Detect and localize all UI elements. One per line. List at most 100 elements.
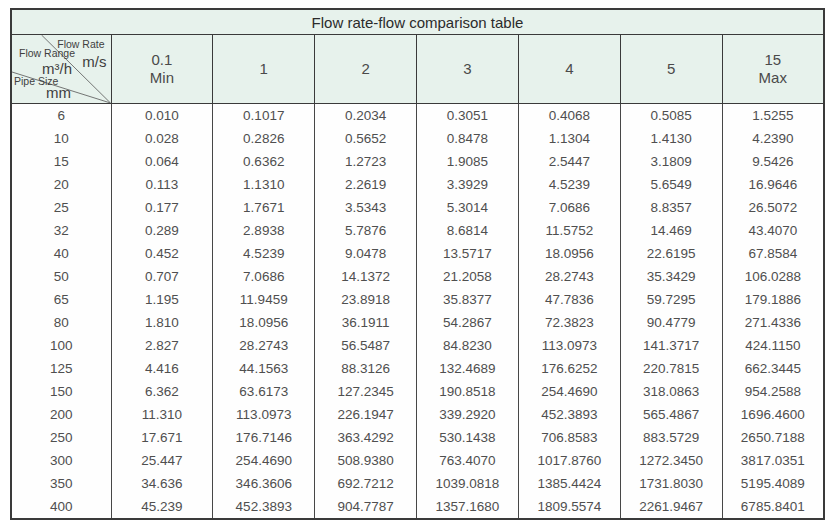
flow-value-cell: 179.1886 xyxy=(722,288,824,311)
table-row: 500.7077.068614.137221.205828.274335.342… xyxy=(11,265,824,288)
flow-value-cell: 9.5426 xyxy=(722,150,824,173)
flow-value-cell: 1731.8030 xyxy=(620,472,722,495)
flow-value-cell: 113.0973 xyxy=(213,403,315,426)
flow-value-cell: 56.5487 xyxy=(315,334,417,357)
flow-value-cell: 26.5072 xyxy=(722,196,824,219)
flow-value-cell: 72.3823 xyxy=(518,311,620,334)
flow-value-cell: 1809.5574 xyxy=(518,495,620,519)
table-row: 200.1131.13102.26193.39294.52395.654916.… xyxy=(11,173,824,196)
flow-value-cell: 0.2826 xyxy=(213,127,315,150)
flow-value-cell: 1.9085 xyxy=(417,150,519,173)
flow-value-cell: 28.2743 xyxy=(518,265,620,288)
flow-value-cell: 43.4070 xyxy=(722,219,824,242)
pipe-size-cell: 250 xyxy=(11,426,111,449)
flow-value-cell: 1.4130 xyxy=(620,127,722,150)
pipe-size-cell: 100 xyxy=(11,334,111,357)
flow-value-cell: 2.8938 xyxy=(213,219,315,242)
pipe-size-cell: 300 xyxy=(11,449,111,472)
flow-value-cell: 176.7146 xyxy=(213,426,315,449)
column-header: 0.1Min xyxy=(111,35,213,104)
pipe-size-cell: 6 xyxy=(11,104,111,128)
flow-value-cell: 4.416 xyxy=(111,357,213,380)
flow-value-cell: 67.8584 xyxy=(722,242,824,265)
flow-value-cell: 1357.1680 xyxy=(417,495,519,519)
pipe-size-cell: 65 xyxy=(11,288,111,311)
flow-value-cell: 16.9646 xyxy=(722,173,824,196)
column-header: 2 xyxy=(315,35,417,104)
flow-value-cell: 0.289 xyxy=(111,219,213,242)
flow-value-cell: 4.2390 xyxy=(722,127,824,150)
table-row: 320.2892.89385.78768.681411.575214.46943… xyxy=(11,219,824,242)
flow-value-cell: 530.1438 xyxy=(417,426,519,449)
flow-value-cell: 0.8478 xyxy=(417,127,519,150)
column-header-value: 2 xyxy=(315,60,416,78)
flow-rate-unit: m/s xyxy=(82,53,106,70)
flow-value-cell: 0.177 xyxy=(111,196,213,219)
table-row: 60.0100.10170.20340.30510.40680.50851.52… xyxy=(11,104,824,128)
column-header: 15Max xyxy=(722,35,824,104)
flow-value-cell: 346.3606 xyxy=(213,472,315,495)
flow-value-cell: 25.447 xyxy=(111,449,213,472)
flow-value-cell: 0.5652 xyxy=(315,127,417,150)
flow-value-cell: 2650.7188 xyxy=(722,426,824,449)
pipe-size-cell: 32 xyxy=(11,219,111,242)
column-header-sublabel: Min xyxy=(112,69,213,87)
flow-value-cell: 5.7876 xyxy=(315,219,417,242)
flow-value-cell: 508.9380 xyxy=(315,449,417,472)
pipe-size-cell: 125 xyxy=(11,357,111,380)
pipe-size-cell: 80 xyxy=(11,311,111,334)
table-row: 801.81018.095636.191154.286772.382390.47… xyxy=(11,311,824,334)
table-row: 100.0280.28260.56520.84781.13041.41304.2… xyxy=(11,127,824,150)
flow-value-cell: 176.6252 xyxy=(518,357,620,380)
flow-value-cell: 1272.3450 xyxy=(620,449,722,472)
flow-value-cell: 36.1911 xyxy=(315,311,417,334)
flow-value-cell: 254.4690 xyxy=(213,449,315,472)
table-row: 20011.310113.0973226.1947339.2920452.389… xyxy=(11,403,824,426)
flow-value-cell: 7.0686 xyxy=(518,196,620,219)
flow-value-cell: 113.0973 xyxy=(518,334,620,357)
flow-value-cell: 11.310 xyxy=(111,403,213,426)
flow-value-cell: 4.5239 xyxy=(518,173,620,196)
flow-value-cell: 59.7295 xyxy=(620,288,722,311)
flow-value-cell: 17.671 xyxy=(111,426,213,449)
table-row: 30025.447254.4690508.9380763.40701017.87… xyxy=(11,449,824,472)
flow-value-cell: 1.2723 xyxy=(315,150,417,173)
flow-value-cell: 0.3051 xyxy=(417,104,519,128)
flow-value-cell: 220.7815 xyxy=(620,357,722,380)
flow-value-cell: 5.6549 xyxy=(620,173,722,196)
table-row: 35034.636346.3606692.72121039.08181385.4… xyxy=(11,472,824,495)
flow-value-cell: 3.3929 xyxy=(417,173,519,196)
column-header-value: 1 xyxy=(213,60,314,78)
flow-value-cell: 8.6814 xyxy=(417,219,519,242)
table-row: 25017.671176.7146363.4292530.1438706.858… xyxy=(11,426,824,449)
column-header-sublabel: Max xyxy=(723,69,823,87)
flow-value-cell: 0.1017 xyxy=(213,104,315,128)
flow-value-cell: 692.7212 xyxy=(315,472,417,495)
flow-value-cell: 0.010 xyxy=(111,104,213,128)
pipe-size-unit: mm xyxy=(46,84,71,101)
flow-value-cell: 4.5239 xyxy=(213,242,315,265)
flow-value-cell: 6.362 xyxy=(111,380,213,403)
table-row: 400.4524.52399.047813.571718.095622.6195… xyxy=(11,242,824,265)
flow-value-cell: 1039.0818 xyxy=(417,472,519,495)
flow-value-cell: 5.3014 xyxy=(417,196,519,219)
corner-header: Flow Range Flow Rate m³/h m/s Pipe Size … xyxy=(11,35,111,104)
flow-value-cell: 132.4689 xyxy=(417,357,519,380)
flow-value-cell: 2261.9467 xyxy=(620,495,722,519)
pipe-size-cell: 20 xyxy=(11,173,111,196)
flow-value-cell: 452.3893 xyxy=(213,495,315,519)
table-body: 60.0100.10170.20340.30510.40680.50851.52… xyxy=(11,104,824,520)
flow-value-cell: 424.1150 xyxy=(722,334,824,357)
flow-value-cell: 339.2920 xyxy=(417,403,519,426)
flow-value-cell: 23.8918 xyxy=(315,288,417,311)
column-header-value: 4 xyxy=(519,60,620,78)
flow-value-cell: 0.113 xyxy=(111,173,213,196)
pipe-size-cell: 15 xyxy=(11,150,111,173)
flow-value-cell: 9.0478 xyxy=(315,242,417,265)
flow-rate-label: Flow Rate xyxy=(57,38,104,50)
column-header-value: 5 xyxy=(621,60,722,78)
flow-value-cell: 452.3893 xyxy=(518,403,620,426)
flow-value-cell: 54.2867 xyxy=(417,311,519,334)
column-header-value: 15 xyxy=(723,51,823,69)
flow-value-cell: 271.4336 xyxy=(722,311,824,334)
